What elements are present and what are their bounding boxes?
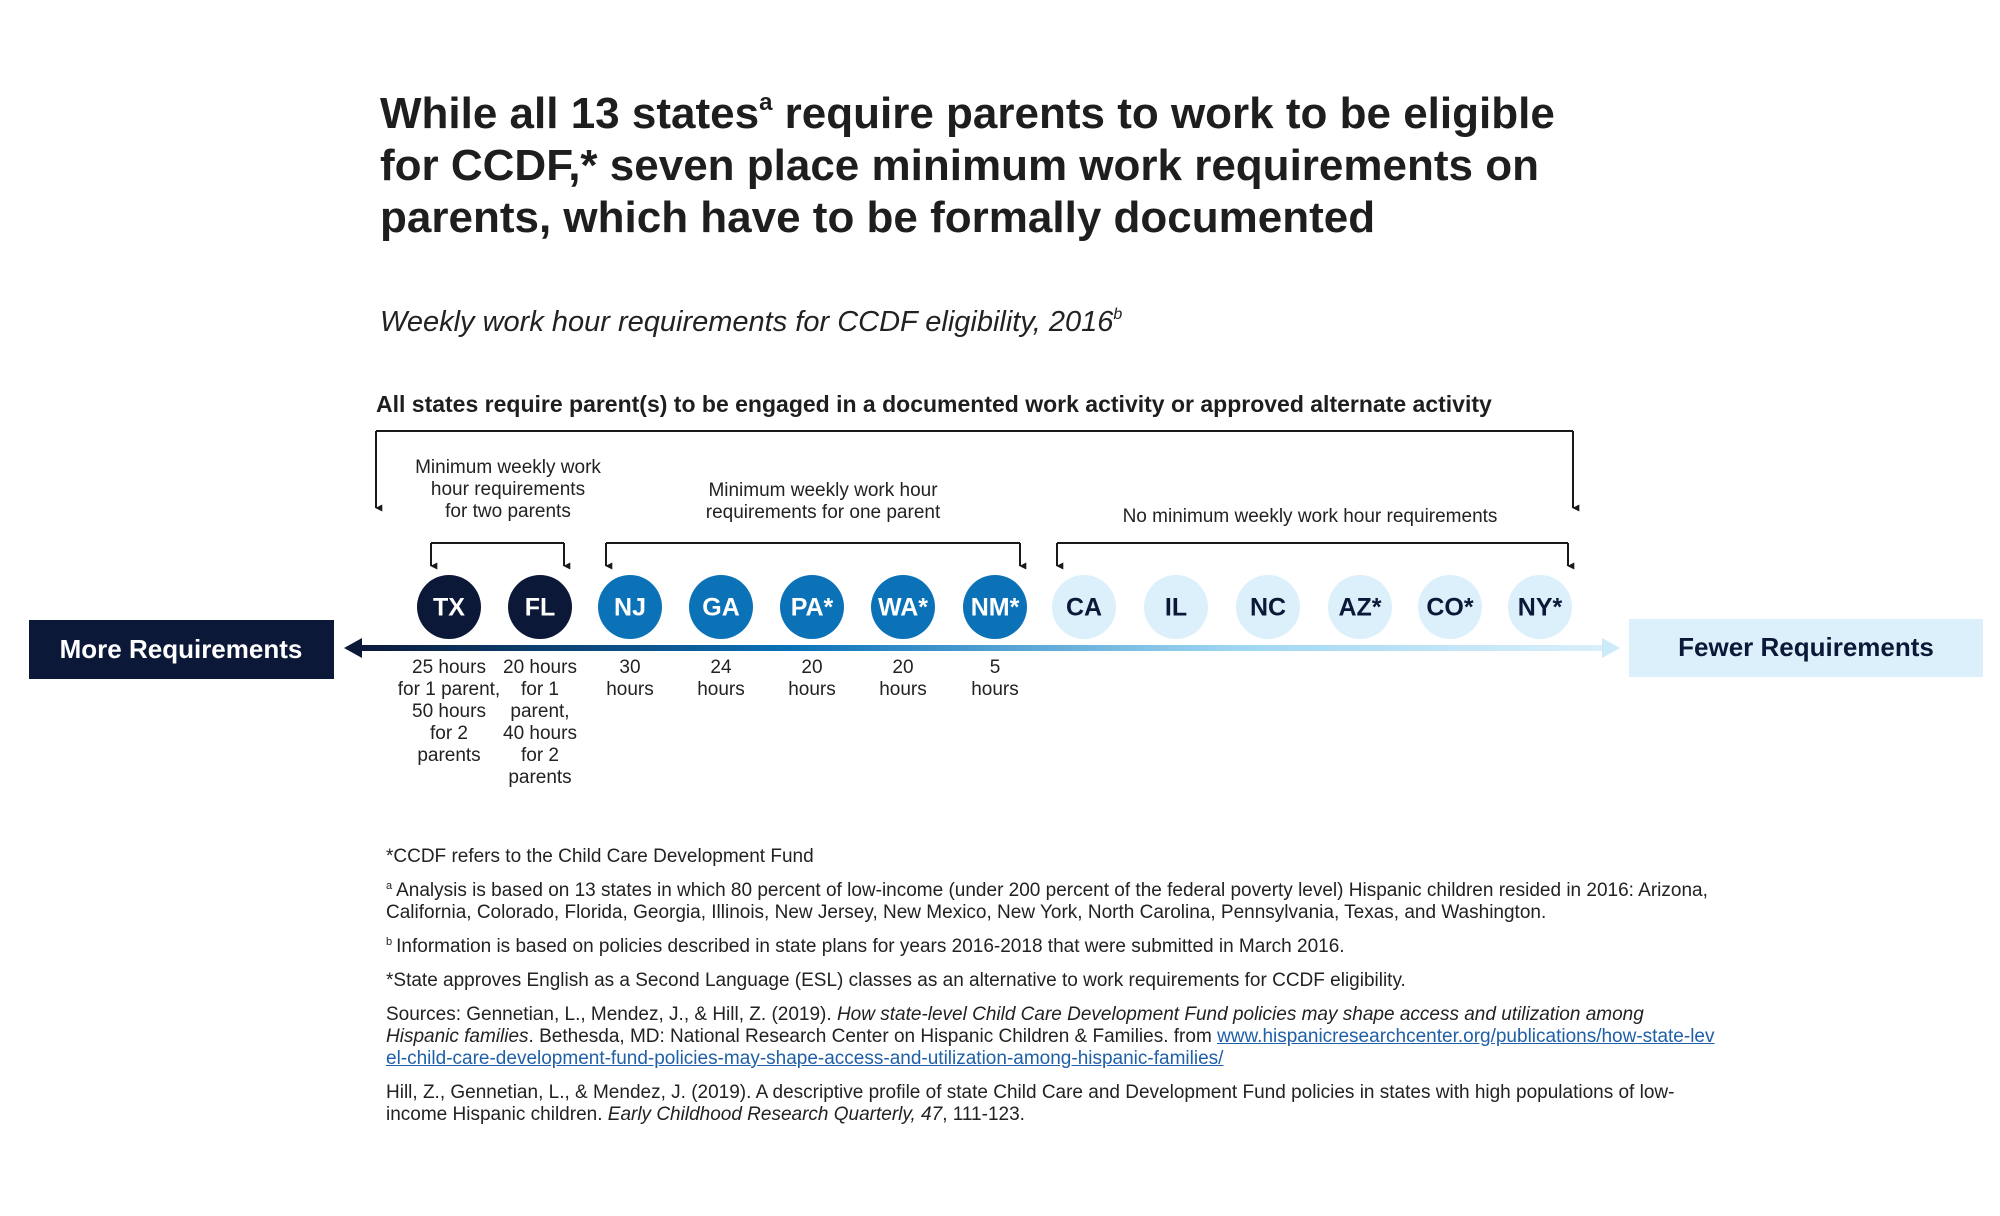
state-circle [417, 575, 481, 639]
state-note: hours [788, 679, 836, 700]
state-code: PA* [791, 594, 834, 622]
state-note: parent, [510, 701, 569, 722]
state-note: 40 hours [503, 723, 577, 744]
footnote-text: *State approves English as a Second Lang… [386, 970, 1406, 991]
title-text: require parents to work to be eligible f… [380, 89, 1555, 242]
state-code: GA [702, 594, 740, 622]
state-circle [1508, 575, 1572, 639]
state-note: for 1 parent, [398, 679, 500, 700]
state-note: for 2 [521, 745, 559, 766]
group-label: requirements for one parent [706, 502, 941, 523]
state-circle [598, 575, 662, 639]
footnote-text: How state-level Child Care Development F… [386, 1004, 1644, 1047]
state-code: TX [433, 594, 465, 622]
state-code: CO* [1426, 594, 1474, 622]
state-code: WA* [878, 594, 928, 622]
state-note: 20 [801, 657, 822, 678]
footnote: *CCDF refers to the Child Care Developme… [386, 846, 1716, 868]
state-note: 5 [990, 657, 1001, 678]
title-text: While all 13 states [380, 89, 760, 138]
state-circle [1052, 575, 1116, 639]
group-label: Minimum weekly work [415, 457, 601, 478]
state-note: hours [606, 679, 654, 700]
state-note: hours [971, 679, 1019, 700]
state-code: NC [1250, 594, 1286, 622]
footnote-text: Analysis is based on 13 states in which … [386, 880, 1708, 923]
footnote-link[interactable]: www.hispanicresearchcenter.org/publicati… [386, 1026, 1715, 1069]
footnote-text: , 111-123. [942, 1104, 1025, 1125]
state-note: 30 [619, 657, 640, 678]
group-bracket [430, 542, 565, 562]
state-code: NJ [614, 594, 646, 622]
top-label: All states require parent(s) to be engag… [376, 391, 1492, 417]
footnote: a Analysis is based on 13 states in which… [386, 880, 1716, 924]
state-note: parents [417, 745, 480, 766]
outer-bracket [375, 430, 1574, 506]
state-note: parents [508, 767, 571, 788]
axis-arrow-right [1602, 638, 1620, 658]
footnotes: *CCDF refers to the Child Care Developme… [386, 846, 1716, 1138]
group-label: No minimum weekly work hour requirements [1123, 506, 1498, 527]
footnote-text: Early Childhood Research Quarterly, 47 [607, 1104, 943, 1125]
state-note: hours [697, 679, 745, 700]
axis-line [350, 645, 1614, 651]
state-note: for 2 [430, 723, 468, 744]
state-note: for 1 [521, 679, 559, 700]
footnote-text: Sources: Gennetian, L., Mendez, J., & Hi… [386, 1004, 837, 1025]
state-note: hours [879, 679, 927, 700]
state-circle [780, 575, 844, 639]
state-note: 24 [710, 657, 732, 678]
subtitle-sup: b [1113, 306, 1123, 323]
diagram: All states require parent(s) to be engag… [29, 391, 1983, 788]
footnote: Hill, Z., Gennetian, L., & Mendez, J. (2… [386, 1082, 1716, 1126]
footnote: Sources: Gennetian, L., Mendez, J., & Hi… [386, 1004, 1716, 1070]
left-label: More Requirements [60, 634, 303, 664]
footnote: b Information is based on policies descri… [386, 936, 1716, 958]
subtitle-text: Weekly work hour requirements for CCDF e… [380, 306, 1114, 338]
state-circle [871, 575, 935, 639]
axis-arrow-left [344, 638, 362, 658]
state-circle [1236, 575, 1300, 639]
left-label-box [29, 620, 334, 679]
right-label: Fewer Requirements [1678, 632, 1934, 662]
state-circle [508, 575, 572, 639]
state-code: FL [525, 594, 556, 622]
right-label-box [1629, 619, 1983, 677]
subtitle: Weekly work hour requirements for CCDF e… [380, 306, 1122, 339]
state-note: 20 hours [503, 657, 577, 678]
footnote: *State approves English as a Second Lang… [386, 970, 1716, 992]
group-bracket [1056, 542, 1569, 562]
state-circle [963, 575, 1027, 639]
state-code: NY* [1518, 594, 1563, 622]
state-note: 20 [892, 657, 913, 678]
state-circle [689, 575, 753, 639]
group-label: hour requirements [431, 479, 585, 500]
state-code: AZ* [1338, 594, 1381, 622]
footnote-text: . Bethesda, MD: National Research Center… [528, 1026, 1218, 1047]
state-circle [1328, 575, 1392, 639]
state-note: 25 hours [412, 657, 486, 678]
state-circle [1144, 575, 1208, 639]
group-label: for two parents [445, 501, 571, 522]
group-label: Minimum weekly work hour [708, 480, 938, 501]
footnote-text: Hill, Z., Gennetian, L., & Mendez, J. (2… [386, 1082, 1675, 1125]
footnote-text: Information is based on policies describ… [396, 936, 1345, 957]
title: While all 13 statesa require parents to … [380, 88, 1580, 244]
footnote-marker: a [386, 880, 393, 892]
title-sup: a [759, 89, 773, 116]
footnote-text: *CCDF refers to the Child Care Developme… [386, 846, 814, 867]
state-code: IL [1165, 594, 1187, 622]
footnote-marker: b [386, 936, 393, 948]
group-bracket [605, 542, 1021, 562]
state-code: CA [1066, 594, 1102, 622]
state-circle [1418, 575, 1482, 639]
state-note: 50 hours [412, 701, 486, 722]
state-code: NM* [971, 594, 1020, 622]
